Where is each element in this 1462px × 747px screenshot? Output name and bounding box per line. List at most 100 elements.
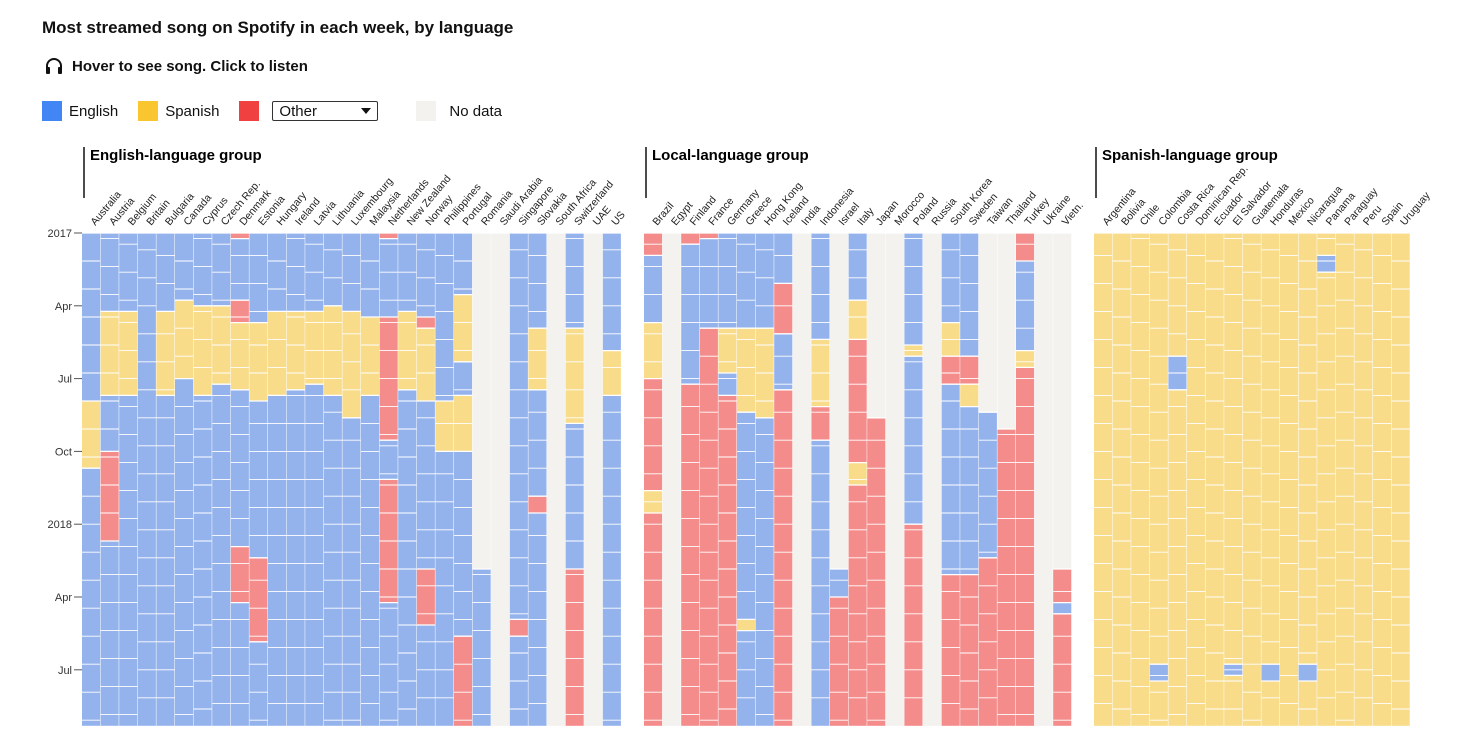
week-segment[interactable] xyxy=(941,574,961,726)
week-segment[interactable] xyxy=(923,233,942,726)
week-segment[interactable] xyxy=(435,233,454,401)
week-segment[interactable] xyxy=(644,513,663,726)
week-segment[interactable] xyxy=(867,233,886,418)
week-segment[interactable] xyxy=(249,233,268,323)
week-segment[interactable] xyxy=(230,602,250,726)
week-segment[interactable] xyxy=(1317,255,1336,273)
week-segment[interactable] xyxy=(978,233,998,413)
week-segment[interactable] xyxy=(342,417,361,726)
week-segment[interactable] xyxy=(830,597,849,726)
week-segment[interactable] xyxy=(867,417,886,726)
week-segment[interactable] xyxy=(416,233,436,317)
week-segment[interactable] xyxy=(268,311,287,396)
week-segment[interactable] xyxy=(361,317,380,396)
week-segment[interactable] xyxy=(737,328,756,413)
week-segment[interactable] xyxy=(941,384,961,575)
week-segment[interactable] xyxy=(1034,233,1054,726)
week-segment[interactable] xyxy=(509,619,529,637)
week-segment[interactable] xyxy=(528,389,547,497)
week-segment[interactable] xyxy=(565,328,585,424)
week-segment[interactable] xyxy=(1317,272,1336,726)
week-segment[interactable] xyxy=(830,233,849,569)
week-segment[interactable] xyxy=(811,440,830,726)
week-segment[interactable] xyxy=(792,233,812,726)
week-segment[interactable] xyxy=(156,233,175,312)
week-segment[interactable] xyxy=(904,356,923,525)
week-segment[interactable] xyxy=(602,395,622,726)
week-segment[interactable] xyxy=(774,283,793,334)
week-segment[interactable] xyxy=(230,233,250,239)
week-segment[interactable] xyxy=(644,255,663,323)
week-segment[interactable] xyxy=(1053,233,1072,569)
week-segment[interactable] xyxy=(1261,681,1280,726)
week-segment[interactable] xyxy=(435,401,454,452)
week-segment[interactable] xyxy=(737,233,756,329)
week-segment[interactable] xyxy=(1242,233,1262,726)
week-segment[interactable] xyxy=(323,233,343,306)
week-segment[interactable] xyxy=(137,233,157,726)
week-segment[interactable] xyxy=(1298,233,1318,665)
week-segment[interactable] xyxy=(193,305,213,396)
week-segment[interactable] xyxy=(848,300,868,340)
week-segment[interactable] xyxy=(978,412,998,558)
week-segment[interactable] xyxy=(156,395,175,726)
week-segment[interactable] xyxy=(885,233,905,726)
week-segment[interactable] xyxy=(193,233,213,306)
week-segment[interactable] xyxy=(342,311,361,418)
week-segment[interactable] xyxy=(1053,602,1072,614)
week-segment[interactable] xyxy=(100,451,120,541)
week-segment[interactable] xyxy=(100,311,120,396)
week-segment[interactable] xyxy=(82,401,101,469)
week-segment[interactable] xyxy=(119,395,138,726)
week-segment[interactable] xyxy=(737,630,756,726)
week-segment[interactable] xyxy=(830,569,849,597)
week-segment[interactable] xyxy=(454,233,473,295)
week-segment[interactable] xyxy=(904,233,923,345)
week-segment[interactable] xyxy=(960,356,979,385)
week-segment[interactable] xyxy=(1016,350,1035,368)
week-segment[interactable] xyxy=(416,328,436,401)
week-segment[interactable] xyxy=(960,384,979,407)
week-segment[interactable] xyxy=(100,233,120,312)
week-segment[interactable] xyxy=(435,451,454,726)
week-segment[interactable] xyxy=(268,395,287,726)
week-segment[interactable] xyxy=(644,378,663,491)
week-segment[interactable] xyxy=(416,569,436,625)
week-segment[interactable] xyxy=(230,546,250,603)
week-segment[interactable] xyxy=(1224,233,1243,665)
week-segment[interactable] xyxy=(361,233,380,317)
week-segment[interactable] xyxy=(249,557,268,642)
week-segment[interactable] xyxy=(848,485,868,726)
week-segment[interactable] xyxy=(230,322,250,390)
week-segment[interactable] xyxy=(662,233,682,726)
other-language-dropdown[interactable]: Other xyxy=(272,101,379,121)
week-segment[interactable] xyxy=(565,233,585,329)
week-segment[interactable] xyxy=(249,322,268,401)
week-segment[interactable] xyxy=(811,233,830,340)
week-segment[interactable] xyxy=(528,496,547,513)
week-segment[interactable] xyxy=(398,389,417,726)
week-segment[interactable] xyxy=(175,378,194,726)
week-segment[interactable] xyxy=(416,625,436,726)
week-segment[interactable] xyxy=(305,311,324,385)
week-segment[interactable] xyxy=(681,244,700,385)
week-segment[interactable] xyxy=(379,238,399,317)
week-segment[interactable] xyxy=(230,238,250,301)
week-segment[interactable] xyxy=(602,350,622,396)
week-segment[interactable] xyxy=(472,569,492,726)
week-segment[interactable] xyxy=(1298,664,1318,681)
week-segment[interactable] xyxy=(602,233,622,351)
week-segment[interactable] xyxy=(379,440,399,480)
week-segment[interactable] xyxy=(416,317,436,329)
week-segment[interactable] xyxy=(547,233,566,726)
week-segment[interactable] xyxy=(1053,569,1072,603)
week-segment[interactable] xyxy=(342,233,361,312)
week-segment[interactable] xyxy=(286,233,306,312)
week-segment[interactable] xyxy=(960,406,979,575)
week-segment[interactable] xyxy=(1354,233,1373,726)
week-segment[interactable] xyxy=(718,328,737,373)
week-segment[interactable] xyxy=(1298,681,1318,726)
week-segment[interactable] xyxy=(848,462,868,485)
week-segment[interactable] xyxy=(1205,233,1225,726)
week-segment[interactable] xyxy=(82,468,101,726)
